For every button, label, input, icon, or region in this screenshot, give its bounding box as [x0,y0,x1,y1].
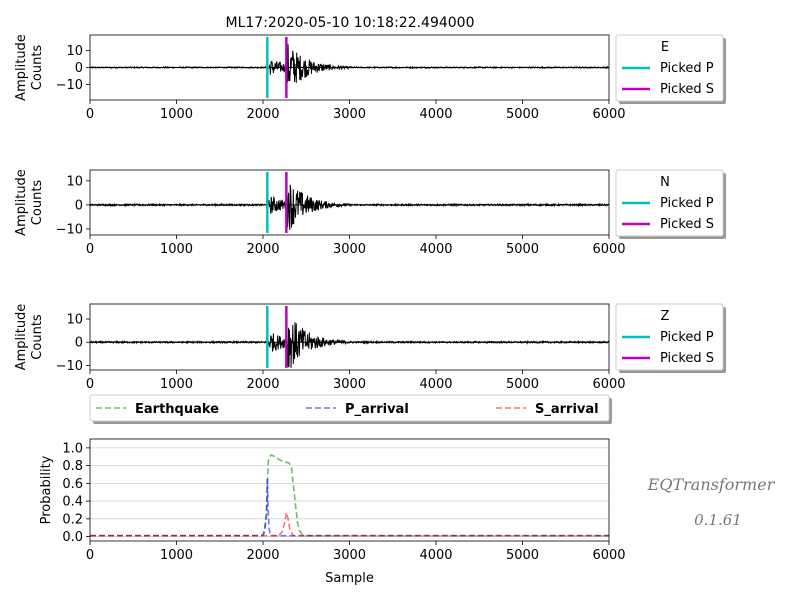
x-tick-label: 4000 [419,107,452,122]
legend-channel-label: Z [661,309,670,324]
y-axis-label: Counts [30,180,45,226]
x-tick-label: 3000 [333,377,366,392]
series-s_arrival-line [90,512,609,537]
y-tick-label: 0 [75,336,83,351]
legend-picked-p-label: Picked P [660,330,714,345]
x-tick-label: 0 [86,548,94,563]
watermark-name: EQTransformer [647,475,776,494]
legend-picked-s-label: Picked S [660,351,714,366]
y-tick-label: 0 [75,61,83,76]
x-tick-label: 6000 [592,548,625,563]
y-tick-label: 1.0 [62,441,83,456]
legend-earthquake-label: Earthquake [135,402,219,417]
x-tick-label: 1000 [160,377,193,392]
x-tick-label: 5000 [506,242,539,257]
legend-box [615,34,724,102]
series-p_arrival-line [90,478,609,537]
y-axis-label: Amplitude [14,169,29,236]
y-tick-label: −10 [56,222,83,237]
x-tick-label: 1000 [160,548,193,563]
x-tick-label: 6000 [592,377,625,392]
y-tick-label: 0.2 [62,512,83,527]
x-tick-label: 0 [86,377,94,392]
y-tick-label: 0.4 [62,495,83,510]
axes-frame [89,438,610,542]
x-tick-label: 2000 [246,242,279,257]
series-earthquake-line [90,453,609,537]
x-tick-label: 4000 [419,242,452,257]
x-tick-label: 1000 [160,242,193,257]
x-tick-label: 3000 [333,107,366,122]
y-tick-label: 10 [66,174,83,189]
probability-panel: 0 1000 2000 3000 4000 5000 6000 1.0 0.8 0.6 0.4 0.2… [39,438,626,586]
watermark: EQTransformer 0.1.61 [647,475,776,529]
y-tick-label: −10 [56,78,83,93]
x-tick-label: 6000 [592,107,625,122]
y-tick-label: 10 [66,44,83,59]
watermark-version: 0.1.61 [694,511,742,529]
x-tick-label: 2000 [246,107,279,122]
legend-picked-p-label: Picked P [660,61,714,76]
legend-p_arrival-label: P_arrival [345,402,409,417]
x-tick-label: 2000 [246,377,279,392]
y-axis-label: Amplitude [14,34,29,101]
waveform-panel-n: 0 1000 2000 3000 4000 5000 6000100−10Amplitude… [14,169,726,257]
x-tick-label: 0 [86,107,94,122]
x-tick-label: 5000 [506,107,539,122]
x-tick-label: 5000 [506,548,539,563]
legend-box [615,169,724,237]
y-axis-label: Amplitude [14,304,29,371]
x-tick-label: 5000 [506,377,539,392]
legend-picked-s-label: Picked S [660,217,714,232]
x-tick-label: 1000 [160,107,193,122]
y-axis-label: Counts [30,45,45,91]
y-tick-label: −10 [56,359,83,374]
x-tick-label: 2000 [246,548,279,563]
legend-box [89,394,610,422]
legend-channel-label: E [661,40,669,55]
legend-box [615,303,724,371]
waveform-panel-e: 0 1000 2000 3000 4000 5000 6000100−10Amplitude… [14,34,726,122]
y-tick-label: 0.8 [62,459,83,474]
waveform-trace [89,184,610,230]
x-tick-label: 0 [86,242,94,257]
y-axis-label: Probability [39,455,54,524]
waveform-trace [89,44,610,83]
waveform-trace [89,322,610,368]
waveform-panel-z: 0 1000 2000 3000 4000 5000 6000100−10Amplitude… [14,303,726,392]
y-tick-label: 0 [75,198,83,213]
figure-title: ML17:2020-05-10 10:18:22.494000 [226,15,475,31]
legend-channel-label: N [660,175,670,190]
y-tick-label: 0.6 [62,477,83,492]
x-tick-label: 4000 [419,377,452,392]
x-tick-label: 4000 [419,548,452,563]
axes-frame [89,303,610,371]
y-tick-label: 0.0 [62,530,83,545]
probability-legend: Earthquake P_arrival S_arrival [89,394,612,424]
x-tick-label: 3000 [333,548,366,563]
axes-frame [89,34,610,101]
legend-s_arrival-label: S_arrival [535,402,599,417]
x-axis-label: Sample [325,571,374,586]
y-tick-label: 10 [66,313,83,328]
x-tick-label: 6000 [592,242,625,257]
axes-frame [89,169,610,236]
legend-picked-s-label: Picked S [660,82,714,97]
y-axis-label: Counts [30,314,45,360]
x-tick-label: 3000 [333,242,366,257]
legend-picked-p-label: Picked P [660,196,714,211]
